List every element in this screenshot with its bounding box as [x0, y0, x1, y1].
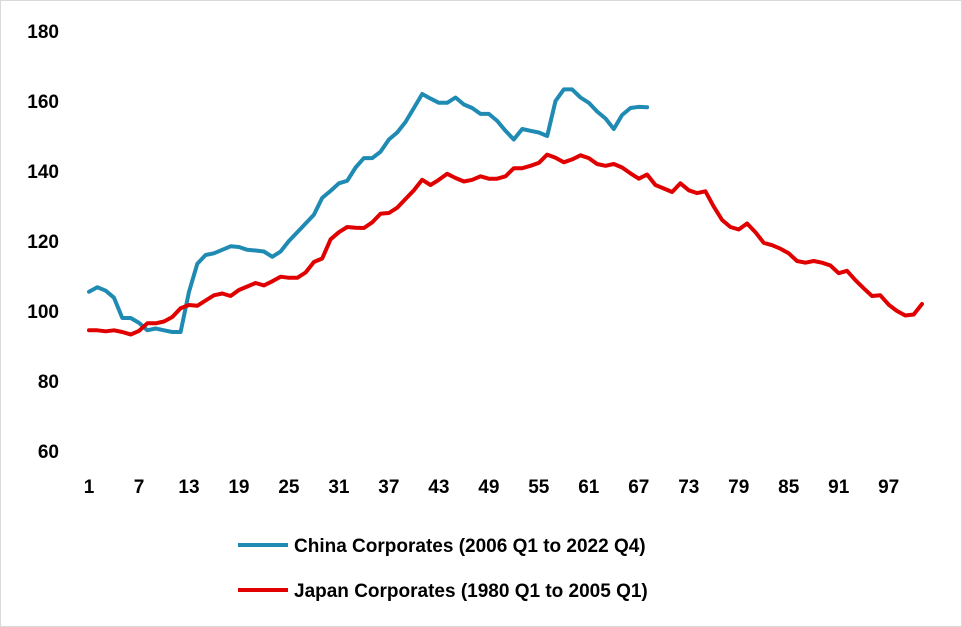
- x-tick-label: 61: [578, 477, 600, 498]
- x-tick-label: 55: [528, 477, 550, 498]
- x-tick-label: 37: [378, 477, 399, 498]
- x-tick-label: 67: [628, 477, 649, 498]
- series-line-china: [87, 87, 650, 334]
- legend-label: Japan Corporates (1980 Q1 to 2005 Q1): [294, 581, 648, 602]
- y-tick-label: 60: [38, 442, 59, 463]
- x-axis-tick-labels: 1 7 13 19 25 31 37 43 49 55 61 67 73 79 85 91 97: [84, 477, 900, 498]
- x-tick-label: 73: [678, 477, 699, 498]
- y-tick-label: 140: [27, 162, 59, 183]
- x-tick-label: 19: [228, 477, 249, 498]
- y-tick-label: 160: [27, 92, 59, 113]
- x-tick-label: 25: [278, 477, 300, 498]
- x-tick-label: 1: [84, 477, 95, 498]
- x-tick-label: 13: [178, 477, 199, 498]
- x-tick-label: 79: [728, 477, 749, 498]
- y-tick-label: 180: [27, 22, 59, 43]
- legend: China Corporates (2006 Q1 to 2022 Q4) Jap…: [238, 536, 648, 602]
- x-tick-label: 7: [134, 477, 145, 498]
- series-lines: [87, 87, 924, 337]
- legend-label: China Corporates (2006 Q1 to 2022 Q4): [294, 536, 646, 557]
- y-tick-label: 120: [27, 232, 59, 253]
- series-line-japan: [87, 152, 924, 337]
- x-tick-label: 43: [428, 477, 449, 498]
- x-tick-label: 49: [478, 477, 499, 498]
- y-tick-label: 80: [38, 372, 59, 393]
- x-tick-label: 31: [328, 477, 350, 498]
- x-tick-label: 97: [878, 477, 899, 498]
- x-tick-label: 91: [828, 477, 850, 498]
- y-tick-label: 100: [27, 302, 59, 323]
- x-tick-label: 85: [778, 477, 800, 498]
- y-axis-tick-labels: 60 80 100 120 140 160 180: [27, 22, 59, 463]
